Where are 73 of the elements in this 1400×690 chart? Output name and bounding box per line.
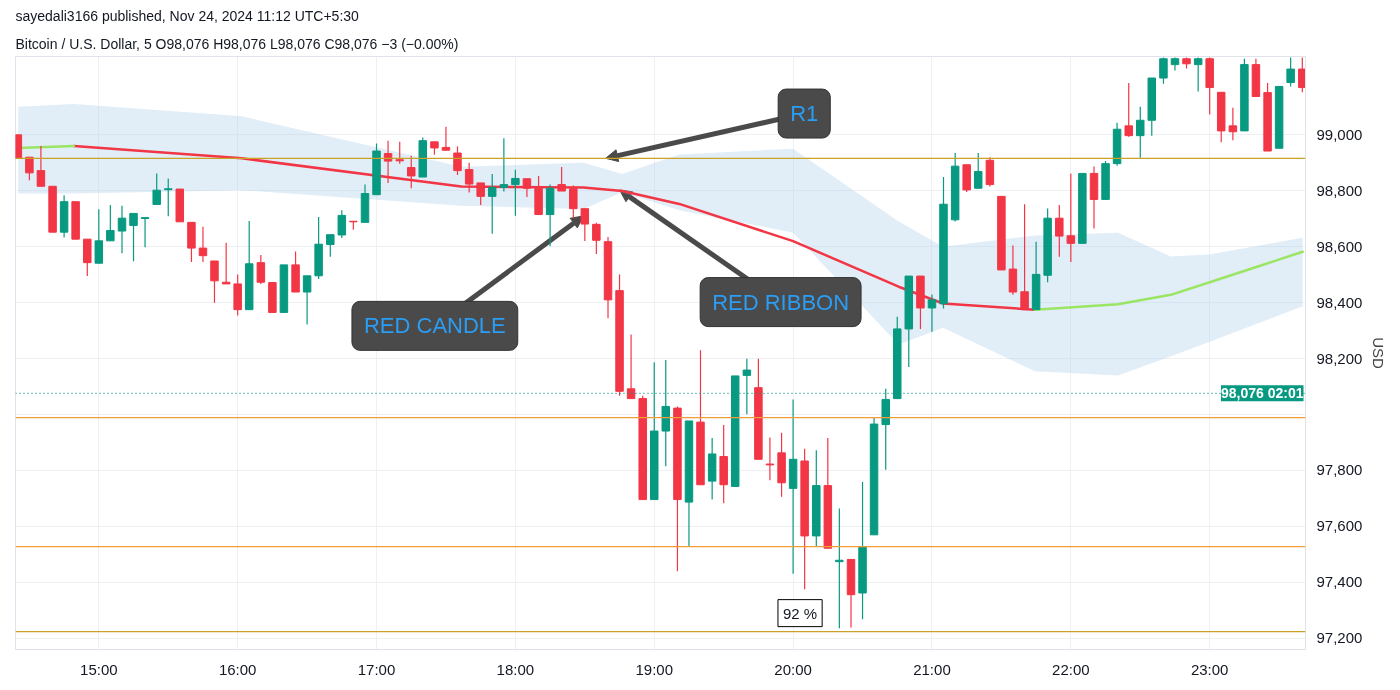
candlestick [765, 436, 775, 481]
candlestick [221, 242, 231, 285]
candlestick [1008, 244, 1018, 296]
y-tick-label: 99,000 [1316, 125, 1363, 143]
candlestick [592, 222, 601, 255]
candlestick [302, 275, 312, 326]
x-tick-label: 19:00 [635, 660, 674, 678]
y-tick-label: 98,200 [1316, 349, 1363, 367]
y-tick-label: 97,200 [1316, 629, 1363, 647]
y-axis-title: USD [1370, 337, 1388, 369]
annotation: 92 % [782, 604, 818, 622]
candlestick [395, 141, 404, 165]
candlestick [94, 208, 104, 264]
x-tick-label: 17:00 [357, 660, 396, 678]
y-tick-label: 98,600 [1316, 237, 1363, 255]
candlestick [1228, 107, 1238, 141]
candlestick [152, 172, 161, 206]
candlestick [569, 184, 578, 219]
candlestick [580, 208, 590, 242]
y-tick-label: 98,400 [1316, 293, 1363, 311]
candlestick [557, 166, 566, 192]
candlestick [1298, 57, 1306, 93]
candlestick [326, 234, 335, 258]
chart-subtitle: Bitcoin / U.S. Dollar, 5 O98,076 H98,076 L98,076 C98,076 −3 (−0.00%) [15, 35, 459, 52]
candlestick [256, 254, 266, 285]
candlestick [1193, 57, 1203, 93]
candlestick [973, 152, 983, 189]
candlestick [407, 155, 416, 189]
y-tick-label: 98,800 [1316, 181, 1363, 199]
candlestick [441, 126, 451, 151]
y-tick-label: 97,400 [1316, 573, 1363, 591]
candlestick [117, 205, 127, 254]
x-tick-label: 18:00 [496, 660, 535, 678]
candlestick [1055, 204, 1064, 258]
candlestick [499, 137, 509, 193]
candlestick [164, 177, 173, 217]
candlestick [1159, 57, 1168, 85]
x-tick-label: 20:00 [774, 660, 812, 678]
candlestick [464, 162, 474, 194]
candlestick [476, 182, 485, 206]
candlestick [198, 226, 208, 263]
candlestick [487, 173, 497, 235]
x-tick-label: 16:00 [218, 660, 257, 678]
candlestick [626, 333, 636, 400]
candlestick [129, 212, 138, 262]
candlestick [835, 507, 844, 629]
candlestick [140, 217, 150, 248]
annotation: R1 [790, 101, 819, 127]
candlestick [1066, 172, 1076, 263]
candlestick [522, 178, 532, 198]
ref-line-label: 98,076 02:01 [1220, 385, 1304, 402]
candlestick [36, 145, 46, 187]
candlestick [927, 293, 937, 333]
x-tick-label: 21:00 [913, 660, 951, 678]
y-tick-label: 97,800 [1316, 461, 1363, 479]
y-tick-label: 97,600 [1316, 517, 1363, 535]
annotation: RED RIBBON [712, 289, 850, 315]
candlestick [1124, 82, 1133, 138]
x-tick-label: 22:00 [1052, 660, 1090, 678]
candlestick [337, 209, 347, 239]
x-tick-label: 23:00 [1190, 660, 1229, 678]
x-tick-label: 15:00 [80, 660, 118, 678]
candlestick [1286, 57, 1295, 88]
candlestick [106, 204, 115, 242]
candlestick [511, 169, 520, 217]
line-series [1033, 250, 1304, 311]
chart-title: sayedali3166 published, Nov 24, 2024 11:12 UTC+5:30 [15, 7, 360, 24]
candlestick [83, 238, 92, 277]
candlestick [453, 145, 462, 176]
annotation: RED CANDLE [363, 313, 506, 339]
candlestick [210, 260, 219, 304]
candlestick [1136, 106, 1145, 159]
candlestick [25, 156, 34, 181]
